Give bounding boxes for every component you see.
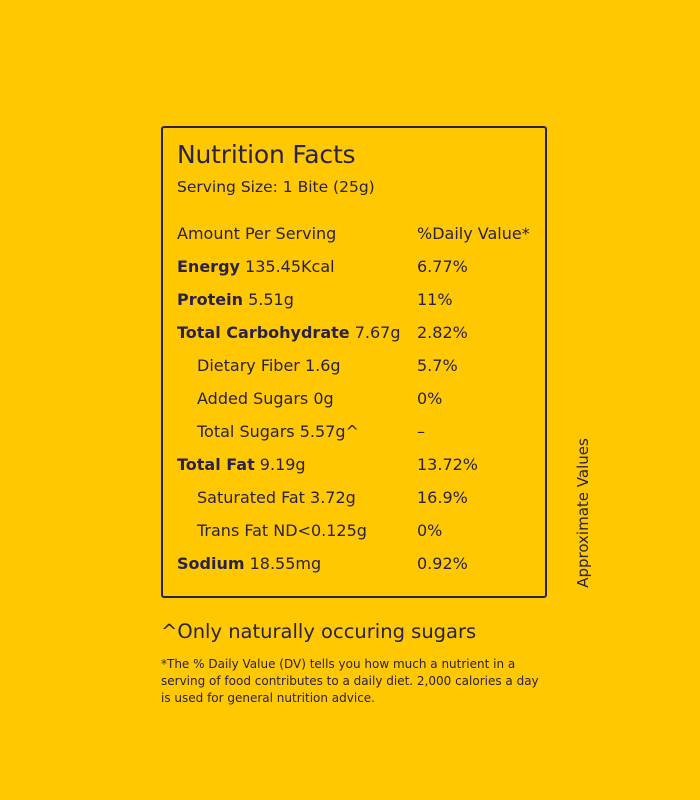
nutrient-dv: 6.77% [417, 257, 468, 276]
nutrient-dv: 11% [417, 290, 453, 309]
nutrient-name: Sodium 18.55mg [177, 554, 322, 573]
nutrient-row-sodium: Sodium 18.55mg 0.92% [163, 554, 545, 587]
table-header-row: Amount Per Serving %Daily Value* [163, 224, 545, 257]
nutrient-dv: 0% [417, 521, 443, 540]
sugars-note: ^Only naturally occuring sugars [161, 620, 477, 643]
nutrient-row-energy: Energy 135.45Kcal 6.77% [163, 257, 545, 290]
nutrient-row-trans-fat: Trans Fat ND<0.125g 0% [163, 521, 545, 554]
nutrient-table: Amount Per Serving %Daily Value* Energy … [163, 224, 545, 587]
nutrient-dv: 2.82% [417, 323, 468, 342]
approximate-values-label: Approximate Values [574, 438, 592, 588]
nutrient-dv: 16.9% [417, 488, 468, 507]
nutrient-row-dietary-fiber: Dietary Fiber 1.6g 5.7% [163, 356, 545, 389]
nutrition-title: Nutrition Facts [177, 140, 356, 169]
nutrient-name: Trans Fat ND<0.125g [197, 521, 367, 540]
nutrient-row-total-fat: Total Fat 9.19g 13.72% [163, 455, 545, 488]
amount-per-serving-header: Amount Per Serving [177, 224, 337, 243]
nutrient-name: Total Sugars 5.57g^ [197, 422, 359, 441]
nutrient-row-total-carbohydrate: Total Carbohydrate 7.67g 2.82% [163, 323, 545, 356]
nutrient-name: Added Sugars 0g [197, 389, 334, 408]
nutrient-dv: 0% [417, 389, 443, 408]
nutrient-dv: 5.7% [417, 356, 458, 375]
nutrient-dv: 0.92% [417, 554, 468, 573]
nutrition-facts-panel: Nutrition Facts Serving Size: 1 Bite (25… [161, 126, 547, 598]
nutrient-row-saturated-fat: Saturated Fat 3.72g 16.9% [163, 488, 545, 521]
daily-value-header: %Daily Value* [417, 224, 530, 243]
nutrient-dv: 13.72% [417, 455, 479, 474]
serving-size: Serving Size: 1 Bite (25g) [177, 178, 375, 196]
nutrient-name: Energy 135.45Kcal [177, 257, 335, 276]
nutrient-name: Protein 5.51g [177, 290, 294, 309]
nutrient-row-total-sugars: Total Sugars 5.57g^ – [163, 422, 545, 455]
daily-value-footnote: *The % Daily Value (DV) tells you how mu… [161, 657, 539, 705]
nutrient-dv: – [417, 422, 425, 441]
nutrient-name: Total Carbohydrate 7.67g [177, 323, 401, 342]
nutrient-row-protein: Protein 5.51g 11% [163, 290, 545, 323]
nutrient-name: Total Fat 9.19g [177, 455, 306, 474]
nutrient-row-added-sugars: Added Sugars 0g 0% [163, 389, 545, 422]
nutrient-name: Saturated Fat 3.72g [197, 488, 356, 507]
nutrient-name: Dietary Fiber 1.6g [197, 356, 341, 375]
